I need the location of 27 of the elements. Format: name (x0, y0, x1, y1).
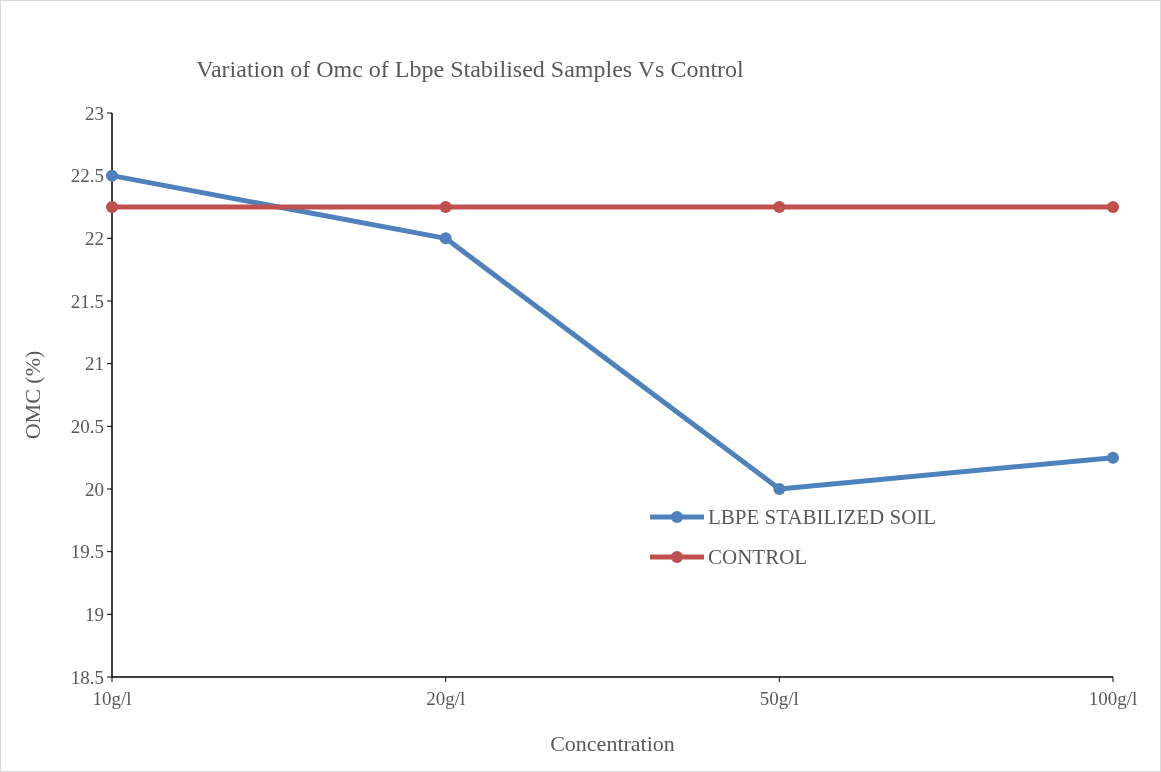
x-tick-label: 20g/l (426, 688, 466, 709)
y-tick-label: 19.5 (70, 541, 104, 563)
point (773, 483, 786, 495)
point (439, 201, 452, 213)
y-axis-title: OMC (%) (20, 350, 45, 440)
x-tick-label: 10g/l (92, 688, 132, 709)
y-tick-label: 18.5 (70, 666, 104, 688)
point (1107, 201, 1119, 213)
point (106, 169, 118, 182)
y-tick-label: 22 (85, 227, 104, 249)
y-tick-label: 20 (85, 478, 104, 500)
point (1107, 451, 1119, 464)
y-tick-label: 20.5 (70, 415, 104, 437)
y-tick-label: 22.5 (70, 165, 104, 187)
x-axis-title: Concentration (550, 731, 675, 756)
legend-label: LBPE STABILIZED SOIL (708, 505, 937, 530)
chart-title: Variation of Omc of Lbpe Stabilised Samples Vs Control (196, 56, 745, 82)
y-tick-label: 19 (85, 603, 104, 625)
point (106, 201, 118, 213)
x-tick-label: 100g/l (1088, 688, 1138, 709)
point (773, 201, 786, 213)
y-tick-label: 21 (85, 353, 104, 375)
x-tick-label: 50g/l (759, 688, 799, 709)
legend-label: CONTROL (708, 545, 808, 570)
point (439, 232, 452, 245)
y-tick-label: 21.5 (70, 290, 104, 312)
y-tick-label: 23 (85, 102, 104, 124)
